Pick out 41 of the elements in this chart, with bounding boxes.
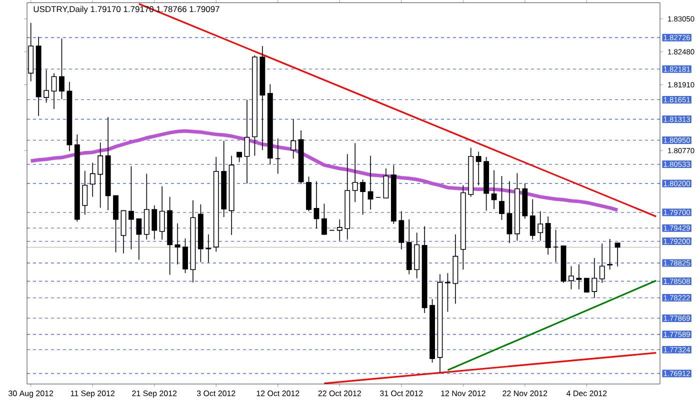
candlestick	[599, 243, 605, 284]
candlestick	[352, 142, 358, 202]
candlestick	[290, 119, 296, 160]
candlestick	[368, 155, 374, 210]
candlestick	[592, 258, 598, 298]
candlestick	[82, 170, 88, 216]
candlestick	[113, 195, 118, 253]
candlestick	[607, 238, 613, 270]
candlestick	[398, 210, 404, 250]
candlestick	[314, 180, 320, 229]
candlestick	[530, 198, 536, 240]
candlestick	[275, 138, 281, 174]
candlestick	[499, 176, 504, 220]
candlestick	[321, 203, 327, 236]
candlestick	[506, 180, 512, 244]
candlestick	[584, 278, 590, 294]
candlestick	[159, 186, 165, 240]
candlestick	[51, 72, 57, 110]
candlestick	[98, 142, 104, 208]
candlestick	[59, 38, 64, 100]
candlestick	[538, 210, 544, 242]
candlestick	[476, 151, 482, 186]
candlestick	[244, 99, 250, 184]
candlestick	[236, 152, 242, 163]
candlestick	[576, 264, 582, 290]
candlestick	[336, 218, 342, 242]
chart-title: USDTRY,Daily 1.79170 1.79170 1.78766 1.79097	[34, 6, 220, 14]
candlestick	[491, 170, 497, 210]
candlestick	[44, 69, 50, 104]
candlestick	[128, 166, 134, 250]
candlestick	[174, 222, 180, 265]
candlestick	[568, 266, 574, 290]
candlestick	[445, 272, 450, 312]
candlestick	[152, 205, 158, 240]
candlestick	[136, 218, 142, 260]
candlestick	[90, 162, 96, 198]
candlestick	[553, 229, 559, 262]
candlestick	[614, 242, 620, 267]
candlestick	[383, 168, 389, 198]
candlestick	[360, 179, 366, 216]
candlestick	[182, 238, 188, 274]
